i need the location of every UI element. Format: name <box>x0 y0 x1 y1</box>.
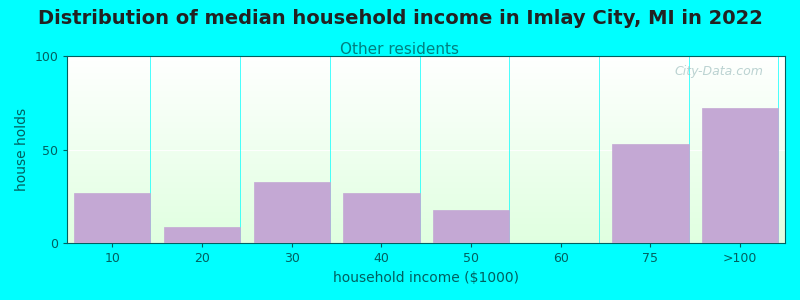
Text: Other residents: Other residents <box>341 42 459 57</box>
Text: Distribution of median household income in Imlay City, MI in 2022: Distribution of median household income … <box>38 9 762 28</box>
Bar <box>702 109 778 243</box>
Bar <box>343 193 419 243</box>
X-axis label: household income ($1000): household income ($1000) <box>334 271 519 285</box>
Bar <box>254 182 330 243</box>
Bar <box>612 144 689 243</box>
Bar <box>74 193 150 243</box>
Text: City-Data.com: City-Data.com <box>674 65 763 78</box>
Y-axis label: house holds: house holds <box>15 108 29 191</box>
Bar <box>164 226 240 243</box>
Bar <box>433 210 509 243</box>
